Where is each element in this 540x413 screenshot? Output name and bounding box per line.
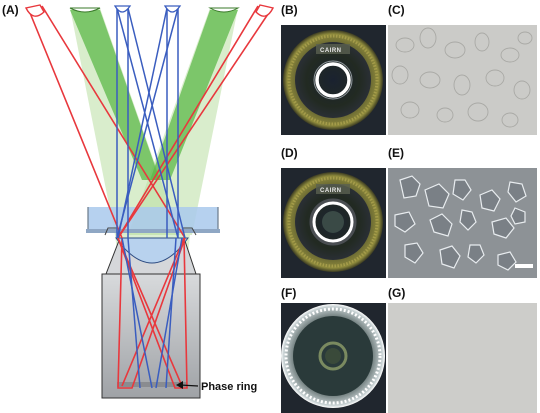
red-source-right — [255, 4, 275, 17]
panel-g-image — [388, 303, 537, 413]
red-rays — [27, 5, 273, 389]
phase-ring-label: Phase ring — [201, 381, 257, 393]
red-source-left — [24, 4, 45, 17]
scale-bar — [515, 264, 533, 268]
logo-b: CAIRN — [320, 48, 342, 54]
panel-label-f: (F) — [281, 286, 296, 300]
panel-e-image — [388, 168, 537, 278]
green-source-right — [208, 7, 240, 13]
panel-label-e: (E) — [388, 146, 404, 160]
panel-label-a: (A) — [2, 3, 19, 17]
panel-c-image — [388, 25, 537, 135]
phase-ring-pointer — [176, 381, 199, 389]
green-beam-right — [150, 10, 238, 180]
optical-diagram: Phase ring — [24, 4, 275, 399]
logo-d: CAIRN — [320, 188, 342, 194]
blue-source-right — [163, 5, 182, 13]
blue-rays — [116, 7, 186, 389]
panel-label-d: (D) — [281, 146, 298, 160]
green-source-left — [69, 7, 101, 13]
blue-source-left — [113, 5, 132, 13]
green-beam-left — [70, 10, 160, 180]
panel-label-g: (G) — [388, 286, 405, 300]
panel-label-b: (B) — [281, 3, 298, 17]
panel-d-image: CAIRN — [281, 168, 386, 278]
panel-f-image — [281, 303, 386, 413]
petri-dish — [86, 207, 220, 236]
panel-label-c: (C) — [388, 3, 405, 17]
panel-b-image: CAIRN — [281, 25, 386, 135]
